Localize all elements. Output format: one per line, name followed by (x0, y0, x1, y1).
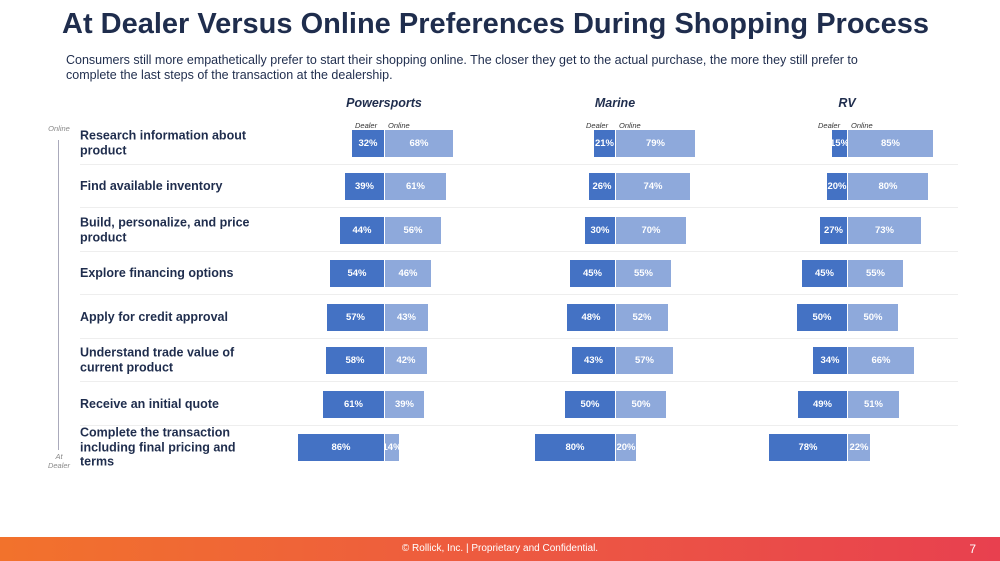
axis-label-online: Online (48, 124, 70, 133)
bar-online: 51% (848, 391, 899, 418)
row-label: Receive an initial quote (80, 396, 219, 411)
bar-online: 80% (848, 173, 928, 200)
bar-online: 55% (848, 260, 903, 287)
footer: © Rollick, Inc. | Proprietary and Confid… (0, 537, 1000, 561)
bar-dealer: 32% (352, 130, 384, 157)
subtitle: Consumers still more empathetically pref… (66, 53, 858, 82)
bar-dealer: 15% (832, 130, 847, 157)
bar-dealer: 44% (340, 217, 384, 244)
row-label: Complete the transaction including final… (80, 425, 236, 469)
bar-dealer: 21% (594, 130, 615, 157)
row-label: Research information about product (80, 128, 246, 158)
bar-online: 73% (848, 217, 921, 244)
bar-online: 39% (385, 391, 424, 418)
bar-online: 74% (616, 173, 690, 200)
row-separator (80, 164, 958, 165)
bar-dealer: 49% (798, 391, 847, 418)
bar-dealer: 54% (330, 260, 384, 287)
bar-online: 43% (385, 304, 428, 331)
bar-online: 57% (616, 347, 673, 374)
bar-online: 22% (848, 434, 870, 461)
row-label: Explore financing options (80, 265, 234, 280)
legend-online: Online (619, 121, 641, 130)
bar-online: 50% (616, 391, 666, 418)
bar-dealer: 80% (535, 434, 615, 461)
bar-dealer: 43% (572, 347, 615, 374)
bar-online: 20% (616, 434, 636, 461)
bar-online: 42% (385, 347, 427, 374)
legend-online: Online (388, 121, 410, 130)
bar-dealer: 50% (797, 304, 847, 331)
legend-dealer: Dealer (818, 121, 841, 130)
axis-arrow (58, 140, 59, 450)
row-label: Apply for credit approval (80, 309, 228, 324)
bar-dealer: 34% (813, 347, 847, 374)
group-title-powersports: Powersports (346, 96, 422, 110)
bar-online: 66% (848, 347, 914, 374)
row-separator (80, 251, 958, 252)
bar-dealer: 86% (298, 434, 384, 461)
bar-dealer: 30% (585, 217, 615, 244)
bar-online: 68% (385, 130, 453, 157)
legend-dealer: Dealer (355, 121, 378, 130)
bar-dealer: 20% (827, 173, 847, 200)
bar-dealer: 61% (323, 391, 384, 418)
bar-online: 14% (385, 434, 399, 461)
bar-online: 55% (616, 260, 671, 287)
bar-dealer: 78% (769, 434, 847, 461)
bar-online: 50% (848, 304, 898, 331)
row-separator (80, 338, 958, 339)
bar-online: 61% (385, 173, 446, 200)
page-number: 7 (969, 542, 976, 556)
page-title: At Dealer Versus Online Preferences Duri… (62, 8, 930, 40)
row-label: Understand trade value of current produc… (80, 345, 235, 375)
bar-dealer: 27% (820, 217, 847, 244)
row-separator (80, 425, 958, 426)
bar-dealer: 50% (565, 391, 615, 418)
bar-dealer: 45% (570, 260, 615, 287)
bar-online: 70% (616, 217, 686, 244)
bar-online: 46% (385, 260, 431, 287)
footer-text: © Rollick, Inc. | Proprietary and Confid… (401, 543, 599, 554)
row-separator (80, 294, 958, 295)
bar-dealer: 45% (802, 260, 847, 287)
row-label: Build, personalize, and price product (80, 215, 250, 245)
group-title-rv: RV (838, 96, 856, 110)
bar-online: 85% (848, 130, 933, 157)
bar-dealer: 48% (567, 304, 615, 331)
row-separator (80, 207, 958, 208)
bar-online: 52% (616, 304, 668, 331)
row-label: Find available inventory (80, 178, 223, 193)
bar-dealer: 57% (327, 304, 384, 331)
legend-dealer: Dealer (586, 121, 609, 130)
bar-dealer: 58% (326, 347, 384, 374)
bar-online: 56% (385, 217, 441, 244)
legend-online: Online (851, 121, 873, 130)
row-separator (80, 381, 958, 382)
bar-online: 79% (616, 130, 695, 157)
group-title-marine: Marine (594, 96, 636, 110)
axis-label-at-dealer: At Dealer (47, 452, 71, 470)
bar-dealer: 26% (589, 173, 615, 200)
bar-dealer: 39% (345, 173, 384, 200)
